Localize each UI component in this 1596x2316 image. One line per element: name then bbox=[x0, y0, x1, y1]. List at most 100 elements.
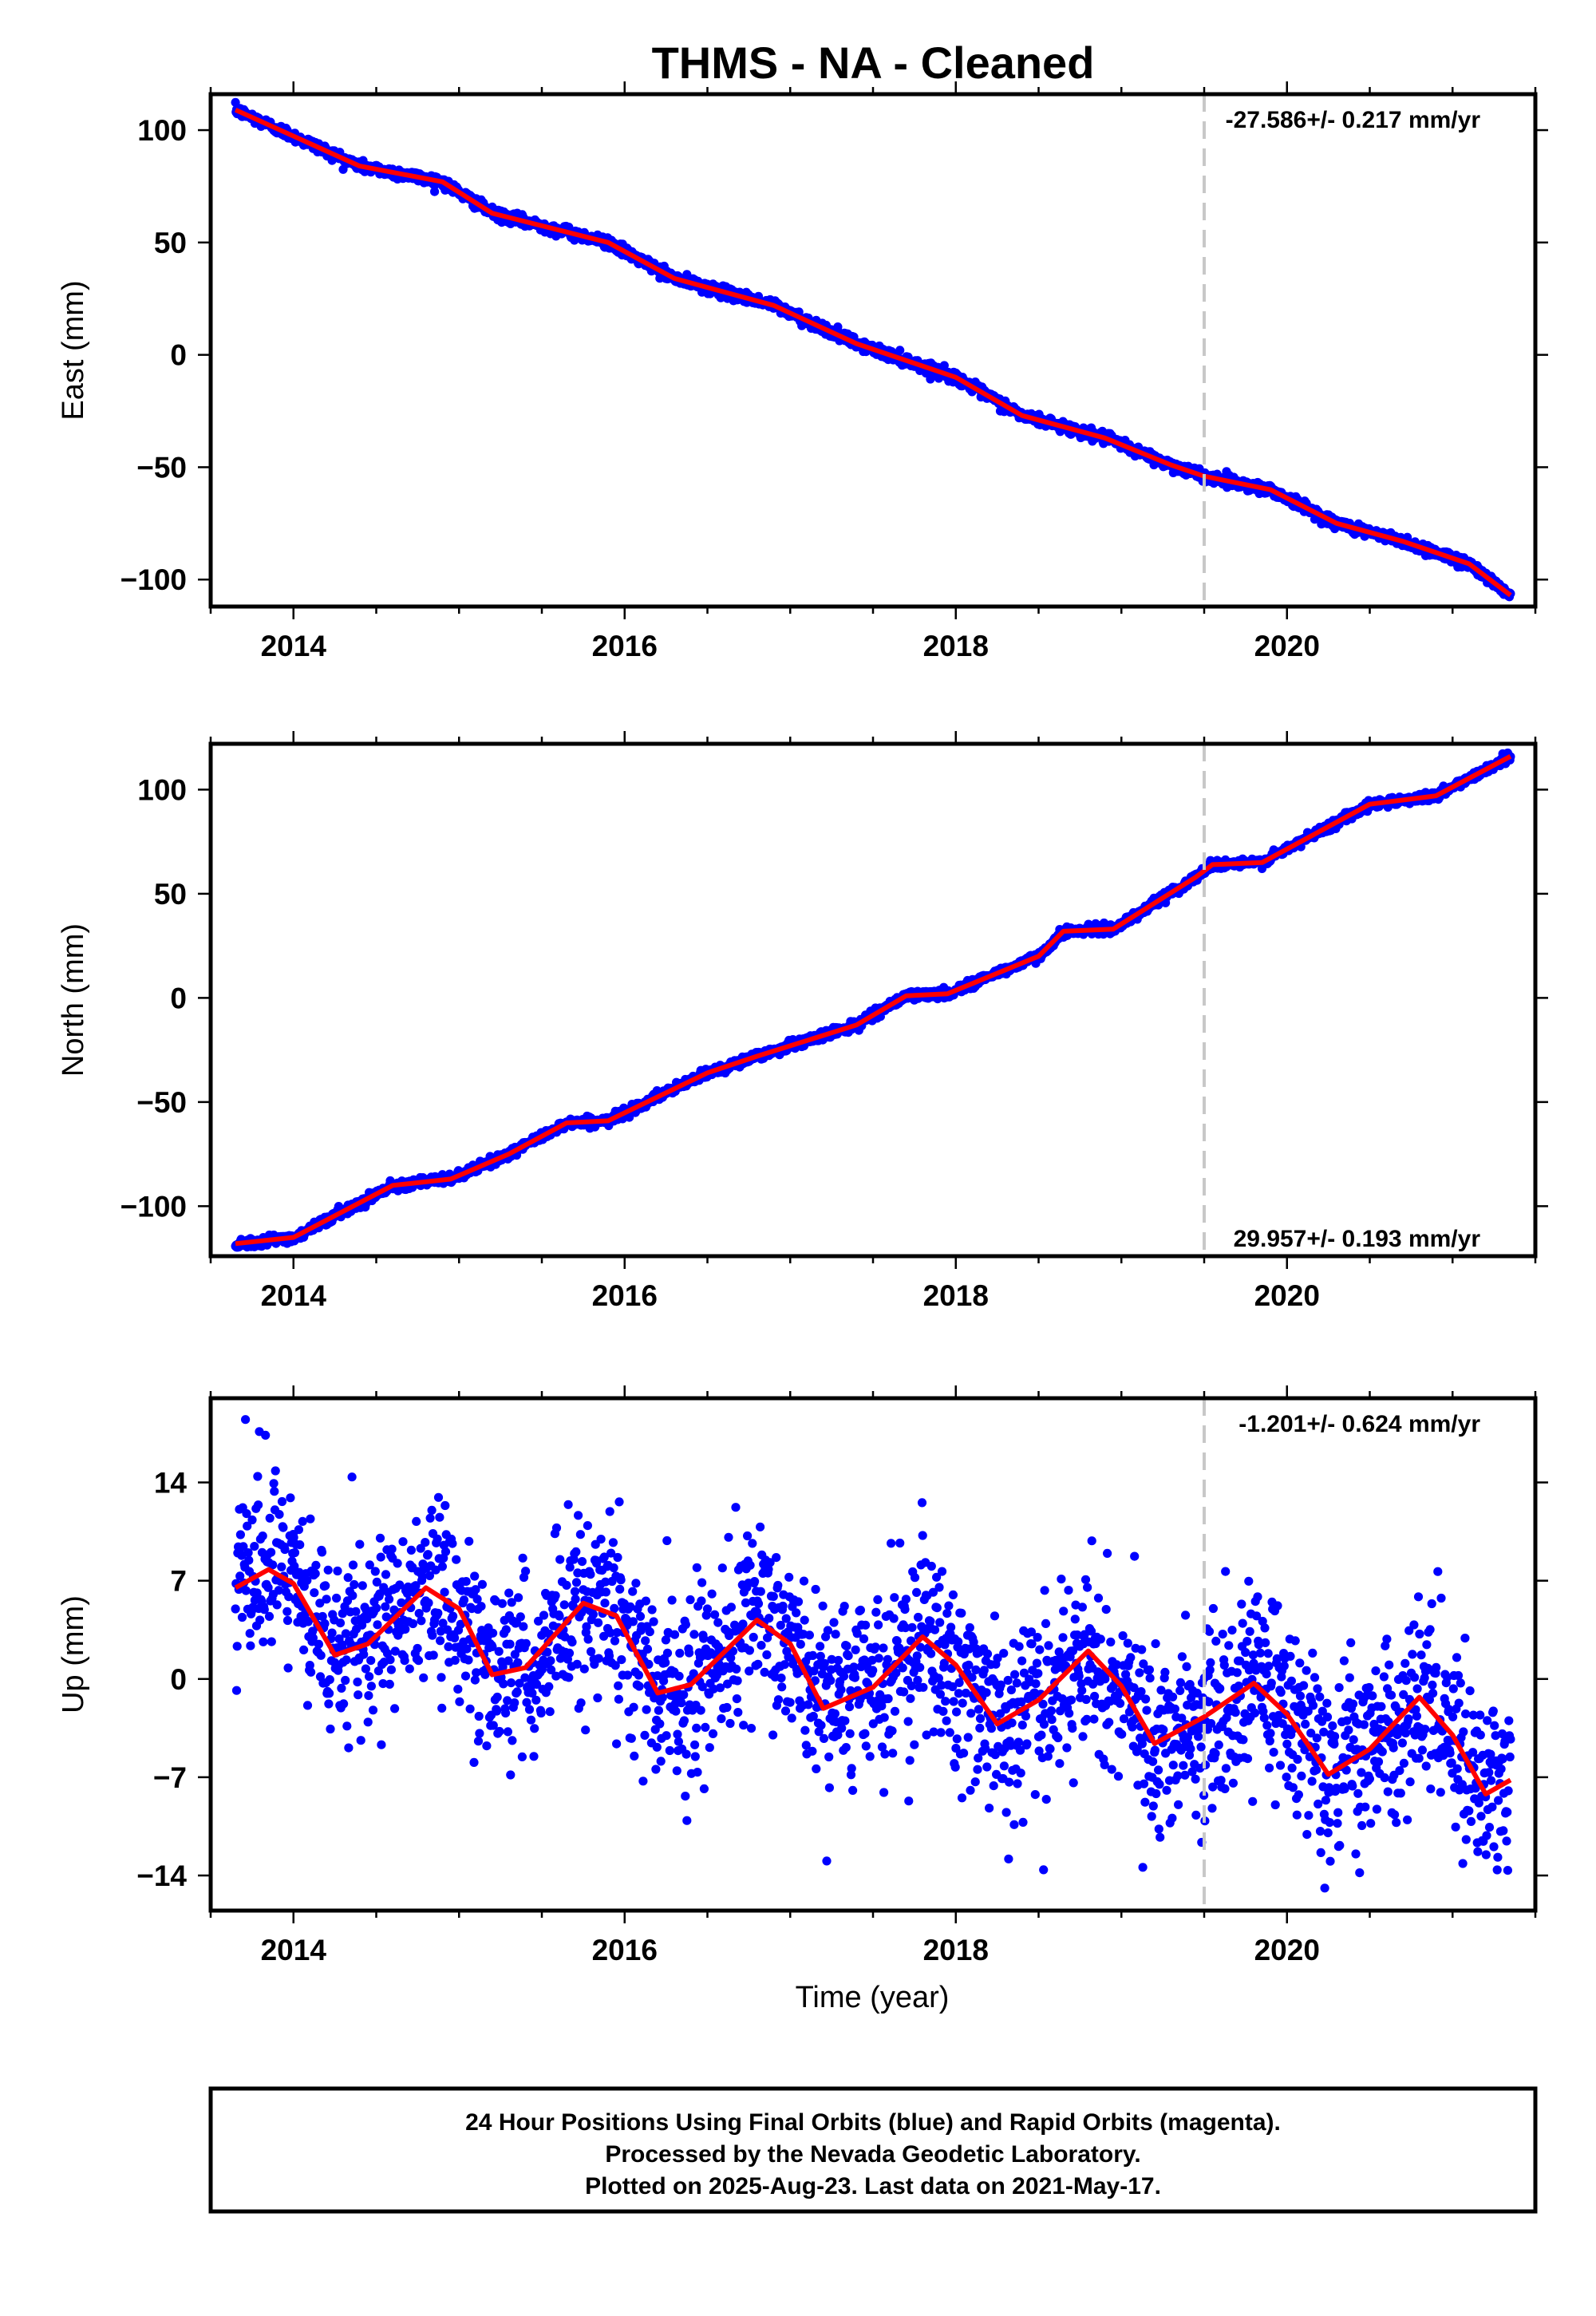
up-data-point bbox=[366, 1682, 376, 1691]
up-data-point bbox=[343, 1573, 353, 1583]
up-data-point bbox=[372, 1603, 381, 1613]
up-data-point bbox=[322, 1595, 331, 1604]
up-data-point bbox=[235, 1530, 245, 1539]
up-data-point bbox=[366, 1656, 376, 1666]
figure-title: THMS - NA - Cleaned bbox=[652, 38, 1095, 88]
up-data-point bbox=[243, 1548, 253, 1558]
up-data-point bbox=[298, 1516, 307, 1526]
up-data-point bbox=[252, 1588, 262, 1598]
up-data-point bbox=[381, 1602, 390, 1611]
east-ylabel: East (mm) bbox=[57, 280, 90, 420]
up-data-point bbox=[231, 1686, 242, 1695]
up-data-point bbox=[358, 1620, 367, 1630]
east-rate-label: -27.586+/- 0.217 mm/yr bbox=[1226, 107, 1481, 133]
up-data-point bbox=[290, 1547, 300, 1558]
up-data-point bbox=[239, 1542, 248, 1551]
up-data-point bbox=[381, 1612, 391, 1622]
up-data-point bbox=[294, 1525, 303, 1535]
up-data-point bbox=[231, 1604, 240, 1614]
up-data-point bbox=[341, 1629, 350, 1638]
north-data-points bbox=[231, 748, 1515, 1252]
up-data-point bbox=[342, 1721, 352, 1731]
up-data-point bbox=[267, 1547, 276, 1557]
up-data-point bbox=[348, 1591, 358, 1600]
north-y-tick-label: 0 bbox=[170, 982, 187, 1014]
up-data-point bbox=[323, 1565, 333, 1575]
east-x-tick-label: 2016 bbox=[592, 630, 658, 662]
up-data-point bbox=[324, 1699, 334, 1709]
up-data-point bbox=[295, 1540, 305, 1550]
up-data-point bbox=[253, 1472, 263, 1481]
up-data-point bbox=[274, 1586, 283, 1595]
north-y-tick-label: −100 bbox=[120, 1190, 187, 1223]
up-data-point bbox=[365, 1672, 374, 1682]
up-data-point bbox=[342, 1655, 351, 1665]
east-data-point bbox=[430, 187, 440, 196]
up-data-point bbox=[354, 1690, 363, 1700]
up-data-point bbox=[350, 1579, 359, 1590]
up-data-point bbox=[361, 1664, 370, 1674]
up-data-point bbox=[264, 1611, 275, 1621]
up-data-point bbox=[372, 1577, 381, 1587]
up-data-point bbox=[310, 1569, 320, 1579]
up-data-point bbox=[284, 1592, 294, 1602]
east-y-tick-label: 50 bbox=[154, 227, 187, 259]
up-data-point bbox=[235, 1571, 245, 1581]
up-data-point bbox=[282, 1615, 293, 1626]
up-data-point bbox=[358, 1581, 367, 1591]
up-data-point bbox=[258, 1531, 267, 1541]
up-data-point bbox=[308, 1633, 318, 1642]
up-data-point bbox=[337, 1683, 346, 1693]
up-data-point bbox=[232, 1642, 242, 1651]
up-data-point bbox=[344, 1743, 354, 1753]
up-data-point bbox=[368, 1705, 378, 1715]
up-data-point bbox=[353, 1678, 362, 1687]
up-data-point bbox=[265, 1513, 275, 1523]
north-x-tick-label: 2020 bbox=[1254, 1279, 1320, 1312]
north-x-tick-label: 2016 bbox=[592, 1279, 658, 1312]
up-data-point bbox=[270, 1487, 279, 1496]
east-x-tick-label: 2018 bbox=[923, 630, 989, 662]
up-data-point bbox=[325, 1675, 334, 1685]
up-data-point bbox=[250, 1542, 259, 1551]
up-data-point bbox=[244, 1555, 254, 1565]
up-data-point bbox=[259, 1605, 269, 1614]
up-data-point bbox=[348, 1560, 358, 1570]
up-data-point bbox=[241, 1415, 251, 1425]
up-data-point bbox=[377, 1740, 386, 1749]
up-data-point bbox=[332, 1593, 342, 1603]
up-data-point bbox=[277, 1496, 287, 1507]
up-data-point bbox=[338, 1609, 347, 1618]
up-data-point bbox=[314, 1639, 323, 1649]
east-x-tick-label: 2020 bbox=[1254, 630, 1320, 662]
up-data-point bbox=[325, 1689, 334, 1698]
up-data-point bbox=[255, 1615, 265, 1625]
up-data-point bbox=[310, 1588, 319, 1598]
up-data-point bbox=[364, 1691, 373, 1701]
up-data-point bbox=[282, 1607, 292, 1616]
up-data-point bbox=[290, 1561, 299, 1571]
up-data-point bbox=[302, 1701, 313, 1710]
north-fit-line bbox=[235, 754, 1512, 1247]
up-data-point bbox=[245, 1629, 255, 1638]
up-data-point bbox=[370, 1567, 380, 1576]
up-data-point bbox=[347, 1472, 357, 1482]
up-data-point bbox=[279, 1523, 288, 1532]
up-data-point bbox=[326, 1724, 335, 1734]
up-data-point bbox=[241, 1586, 251, 1595]
up-data-point bbox=[315, 1599, 325, 1608]
east-y-tick-label: 100 bbox=[137, 114, 187, 147]
up-data-point bbox=[306, 1667, 316, 1677]
up-data-point bbox=[277, 1562, 286, 1571]
up-data-point bbox=[359, 1650, 369, 1659]
up-data-point bbox=[308, 1626, 318, 1636]
up-data-point bbox=[275, 1510, 284, 1520]
up-data-point bbox=[311, 1560, 321, 1570]
up-data-point bbox=[237, 1612, 247, 1622]
up-data-point bbox=[261, 1430, 271, 1440]
up-data-point bbox=[283, 1663, 293, 1673]
